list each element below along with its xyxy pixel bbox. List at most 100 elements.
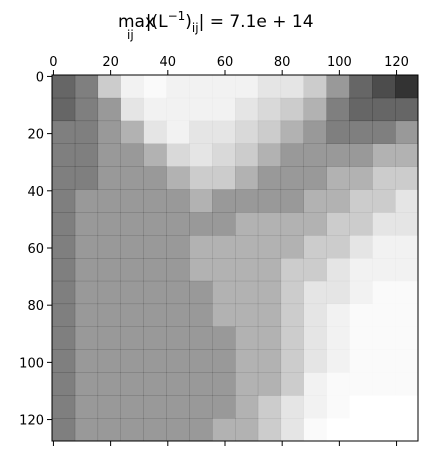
matrix-cell xyxy=(280,235,304,259)
matrix-cell xyxy=(166,120,190,144)
matrix-cell xyxy=(372,97,396,122)
matrix-cell xyxy=(326,349,350,373)
matrix-cell xyxy=(143,395,167,419)
matrix-cell xyxy=(235,97,259,122)
matrix-cell xyxy=(235,395,259,419)
matrix-cell xyxy=(97,280,121,305)
matrix-cell xyxy=(235,372,259,396)
title-open: |(L xyxy=(146,12,168,32)
matrix-cell xyxy=(212,166,236,190)
matrix-cell xyxy=(74,75,99,99)
matrix-cell xyxy=(326,235,350,259)
matrix-cell xyxy=(166,280,190,305)
matrix-cell xyxy=(52,418,76,442)
title-sup: −1 xyxy=(168,9,186,23)
matrix-cell xyxy=(349,395,372,418)
matrix-cell xyxy=(189,395,213,419)
matrix-cell xyxy=(235,326,259,350)
matrix-cell xyxy=(395,120,419,144)
matrix-cell xyxy=(349,166,373,190)
matrix-cell xyxy=(212,143,236,167)
matrix-cell xyxy=(166,235,190,259)
matrix-cell xyxy=(395,372,418,395)
matrix-cell xyxy=(372,372,395,395)
matrix-cell xyxy=(97,303,121,327)
matrix-cell xyxy=(189,349,213,373)
matrix-cell xyxy=(166,97,190,122)
matrix-cell xyxy=(74,120,99,144)
matrix-cell xyxy=(372,75,396,99)
matrix-cell xyxy=(372,258,396,282)
matrix-cell xyxy=(257,75,282,99)
matrix-cell xyxy=(257,395,282,419)
matrix-cell xyxy=(257,326,282,350)
matrix-cell xyxy=(257,418,282,442)
matrix-cell xyxy=(280,326,304,350)
matrix-cell xyxy=(349,327,372,350)
matrix-cell xyxy=(120,235,144,259)
matrix-cell xyxy=(120,166,144,190)
matrix-cell xyxy=(280,349,304,373)
matrix-cell xyxy=(280,166,304,190)
matrix-cell xyxy=(326,143,350,167)
matrix-cell xyxy=(120,212,144,236)
matrix-cell xyxy=(372,212,396,236)
matrix-cell xyxy=(166,143,190,167)
matrix-cell xyxy=(97,349,121,373)
matrix-cell xyxy=(280,258,304,282)
axes-frame xyxy=(51,74,419,442)
matrix-cell xyxy=(166,418,190,442)
matrix-cell xyxy=(235,303,259,327)
matrix-cell xyxy=(372,327,395,350)
matrix-cell xyxy=(326,75,350,99)
matrix-cell xyxy=(326,166,350,190)
x-tick-label: 20 xyxy=(102,55,119,70)
matrix-cell xyxy=(372,166,396,190)
matrix-cell xyxy=(349,97,373,122)
matrix-cell xyxy=(280,372,304,396)
matrix-cell xyxy=(303,326,327,350)
matrix-cell xyxy=(52,212,76,236)
matrix-cell xyxy=(189,212,213,236)
matrix-cell xyxy=(280,303,304,327)
title-operator: max xyxy=(118,12,155,32)
matrix-cell xyxy=(326,326,350,350)
matrix-cell xyxy=(189,143,213,167)
matrix-cell xyxy=(372,189,396,213)
matrix-cell xyxy=(372,304,395,327)
matrix-cell xyxy=(349,212,373,236)
matrix-cell xyxy=(304,418,327,441)
matrix-cell xyxy=(144,75,167,98)
matrix-cell xyxy=(280,189,304,213)
matrix-cell xyxy=(303,189,327,213)
matrix-cell xyxy=(257,349,282,373)
matrix-cell xyxy=(52,75,76,99)
matrix-cell xyxy=(257,280,282,305)
matrix-cell xyxy=(189,189,213,213)
matrix-cell xyxy=(74,189,99,213)
x-tick-label: 0 xyxy=(49,55,57,70)
matrix-cell xyxy=(372,143,396,167)
matrix-cell xyxy=(235,143,259,167)
matrix-cell xyxy=(235,235,259,259)
matrix-cell xyxy=(327,418,350,441)
y-tick-label: 80 xyxy=(27,299,44,314)
matrix-cell xyxy=(143,258,167,282)
matrix-cell xyxy=(372,350,395,373)
matrix-cell xyxy=(189,303,213,327)
matrix-cell xyxy=(143,189,167,213)
matrix-cell xyxy=(395,258,419,282)
matrix-cell xyxy=(212,75,236,99)
matrix-cell xyxy=(235,189,259,213)
x-tick-label: 80 xyxy=(274,55,291,70)
matrix-cell xyxy=(212,303,236,327)
matrix-cell xyxy=(372,281,395,304)
matrix-cell xyxy=(303,349,327,373)
y-tick-label: 20 xyxy=(27,128,44,143)
matrix-cell xyxy=(349,304,372,327)
matrix-cell xyxy=(166,258,190,282)
matrix-cell xyxy=(143,143,167,167)
matrix-cell xyxy=(166,372,190,396)
matrix-cell xyxy=(257,120,282,144)
matrix-cell xyxy=(349,120,373,144)
